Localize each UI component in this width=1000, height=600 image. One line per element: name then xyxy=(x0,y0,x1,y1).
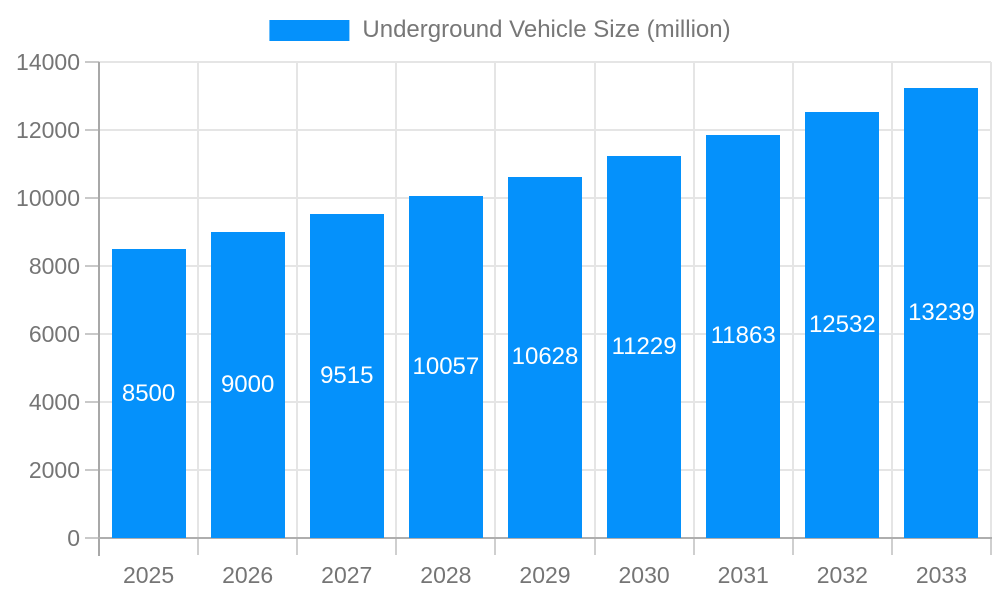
y-tick-label: 6000 xyxy=(28,321,80,347)
x-tick-label: 2032 xyxy=(816,562,868,588)
x-gridline xyxy=(692,62,695,538)
bar-value-label: 12532 xyxy=(808,310,876,338)
x-tick xyxy=(197,538,200,555)
x-tick xyxy=(890,538,893,555)
x-tick-label: 2029 xyxy=(519,562,571,588)
x-tick xyxy=(593,538,596,555)
y-gridline xyxy=(99,61,991,63)
x-axis-line xyxy=(98,537,992,539)
bar: 11229 xyxy=(607,156,682,538)
x-tick-label: 2030 xyxy=(618,562,670,588)
legend-swatch xyxy=(269,19,350,41)
y-tick xyxy=(85,197,99,199)
x-tick-label: 2028 xyxy=(420,562,472,588)
y-tick-label: 10000 xyxy=(16,185,80,211)
bar: 10057 xyxy=(408,196,483,538)
y-tick xyxy=(85,537,99,539)
y-axis-line xyxy=(98,62,100,556)
x-gridline xyxy=(990,62,992,538)
x-tick-label: 2027 xyxy=(321,562,373,588)
bar-value-label: 9515 xyxy=(320,362,374,390)
y-tick xyxy=(85,129,99,131)
bar-value-label: 10057 xyxy=(412,353,480,381)
x-tick-label: 2025 xyxy=(122,562,175,588)
y-tick-label: 0 xyxy=(67,525,80,551)
x-tick-label: 2031 xyxy=(717,562,769,588)
legend-label: Underground Vehicle Size (million) xyxy=(362,16,731,43)
x-gridline xyxy=(890,62,893,538)
bar-value-label: 8500 xyxy=(121,379,176,407)
y-tick xyxy=(85,61,99,63)
x-gridline xyxy=(395,62,398,538)
bar-value-label: 13239 xyxy=(908,298,975,326)
x-tick xyxy=(990,538,992,555)
bar: 8500 xyxy=(111,249,186,538)
y-gridline xyxy=(99,129,991,131)
bar-value-label: 11863 xyxy=(710,322,776,350)
y-tick xyxy=(85,265,99,267)
x-tick xyxy=(494,538,497,555)
y-tick xyxy=(85,333,99,335)
y-tick-label: 8000 xyxy=(28,253,80,279)
bar: 9000 xyxy=(210,232,285,538)
y-tick-label: 14000 xyxy=(16,49,80,75)
chart-legend: Underground Vehicle Size (million) xyxy=(269,16,731,44)
bar: 9515 xyxy=(309,214,384,538)
x-gridline xyxy=(197,62,200,538)
x-gridline xyxy=(791,62,794,538)
y-tick-label: 2000 xyxy=(28,457,80,483)
bar-value-label: 9000 xyxy=(220,371,275,398)
x-tick xyxy=(791,538,794,555)
x-gridline xyxy=(296,62,299,538)
x-tick-label: 2026 xyxy=(222,562,274,588)
y-tick-label: 4000 xyxy=(28,389,80,415)
x-tick xyxy=(395,538,398,555)
y-tick xyxy=(85,401,99,403)
bar-value-label: 10628 xyxy=(511,343,579,371)
y-tick-label: 12000 xyxy=(16,117,80,143)
bar: 10628 xyxy=(508,176,582,538)
x-gridline xyxy=(593,62,596,538)
y-tick xyxy=(85,469,99,471)
bar: 12532 xyxy=(805,111,880,538)
x-tick xyxy=(692,538,695,555)
x-gridline xyxy=(494,62,497,538)
x-tick xyxy=(296,538,299,555)
bar: 13239 xyxy=(904,87,979,538)
bar: 11863 xyxy=(706,134,781,538)
x-tick-label: 2033 xyxy=(915,562,968,588)
bar-value-label: 11229 xyxy=(611,333,677,361)
